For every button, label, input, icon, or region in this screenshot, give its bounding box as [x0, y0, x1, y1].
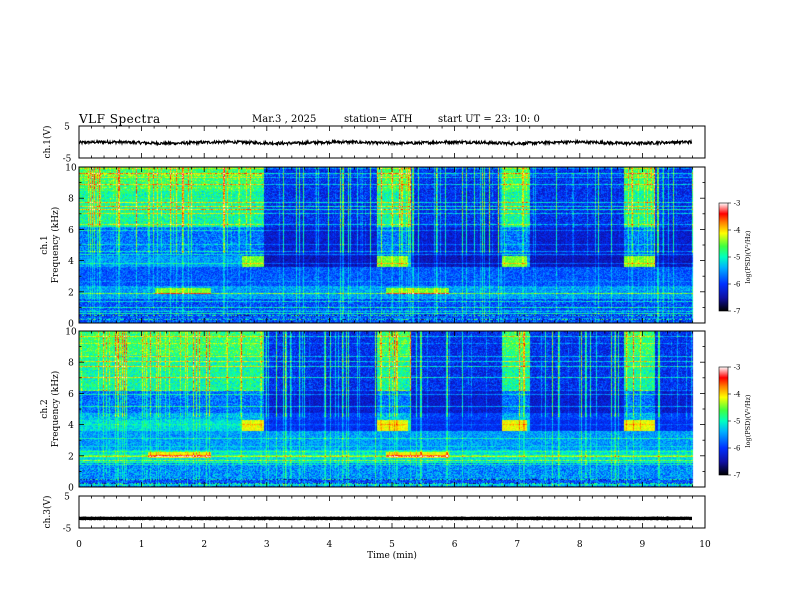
channel-label: ch.1: [40, 235, 50, 254]
spectrogram-layer: [79, 167, 705, 487]
colorbar-tick-label: -7: [734, 472, 741, 480]
x-tick-label: 0: [76, 540, 82, 550]
colorbar-label: log(PSD)(V²/Hz): [744, 230, 752, 283]
chart-title: VLF Spectra: [79, 112, 161, 126]
y-tick-label: 5: [64, 123, 70, 133]
y-axis-label: Frequency (kHz): [50, 371, 61, 448]
station-label: station= ATH: [344, 114, 413, 125]
start-time-label: start UT = 23: 10: 0: [438, 114, 540, 125]
y-tick-label: 4: [68, 257, 74, 267]
y-tick-label: 2: [68, 452, 74, 462]
colorbar: [718, 202, 729, 312]
colorbar: [718, 366, 729, 476]
x-tick-label: 2: [201, 540, 207, 550]
colorbar-tick-label: -3: [734, 200, 741, 208]
y-tick-label: 4: [68, 421, 74, 431]
y-tick-label: -5: [63, 155, 72, 165]
x-tick-label: 1: [139, 540, 145, 550]
channel-label: ch.2: [40, 399, 50, 418]
y-tick-label: 8: [68, 195, 74, 205]
y-tick-label: 0: [68, 320, 74, 330]
x-tick-label: 4: [327, 540, 333, 550]
x-tick-label: 9: [640, 540, 646, 550]
x-tick-label: 6: [452, 540, 458, 550]
y-axis-label: Frequency (kHz): [50, 207, 61, 284]
y-tick-label: 6: [68, 226, 74, 236]
x-tick-label: 5: [389, 540, 395, 550]
x-axis-label: Time (min): [367, 550, 417, 561]
colorbar-tick-label: -3: [734, 364, 741, 372]
x-tick-label: 3: [264, 540, 270, 550]
y-tick-label: -5: [63, 525, 72, 535]
spectrogram-ch1: [79, 167, 705, 323]
y-tick-label: 5: [64, 493, 70, 503]
colorbar-tick-label: -4: [734, 391, 741, 399]
colorbar-tick-label: -5: [734, 418, 741, 426]
colorbar-label: log(PSD)(V²/Hz): [744, 394, 752, 447]
y-tick-label: 2: [68, 288, 74, 298]
x-tick-label: 10: [699, 540, 711, 550]
waveform-ch1: [78, 138, 693, 147]
date-label: Mar.3 , 2025: [252, 114, 317, 125]
y-tick-label: 10: [65, 164, 77, 174]
y-tick-label: 10: [65, 328, 77, 338]
waveform-layer: [78, 138, 693, 521]
colorbar-tick-label: -5: [734, 254, 741, 262]
x-tick-label: 8: [577, 540, 583, 550]
colorbar-tick-label: -4: [734, 227, 741, 235]
colorbar-tick-label: -7: [734, 308, 741, 316]
y-tick-label: 8: [68, 359, 74, 369]
y-axis-label: ch.1(V): [42, 126, 53, 159]
colorbar-tick-label: -6: [734, 445, 741, 453]
colorbar-tick-label: -6: [734, 281, 741, 289]
y-tick-label: 6: [68, 390, 74, 400]
x-tick-label: 7: [514, 540, 520, 550]
y-axis-label: ch.3(V): [42, 496, 53, 529]
spectrogram-ch2: [79, 331, 705, 487]
y-tick-label: 0: [68, 484, 74, 494]
